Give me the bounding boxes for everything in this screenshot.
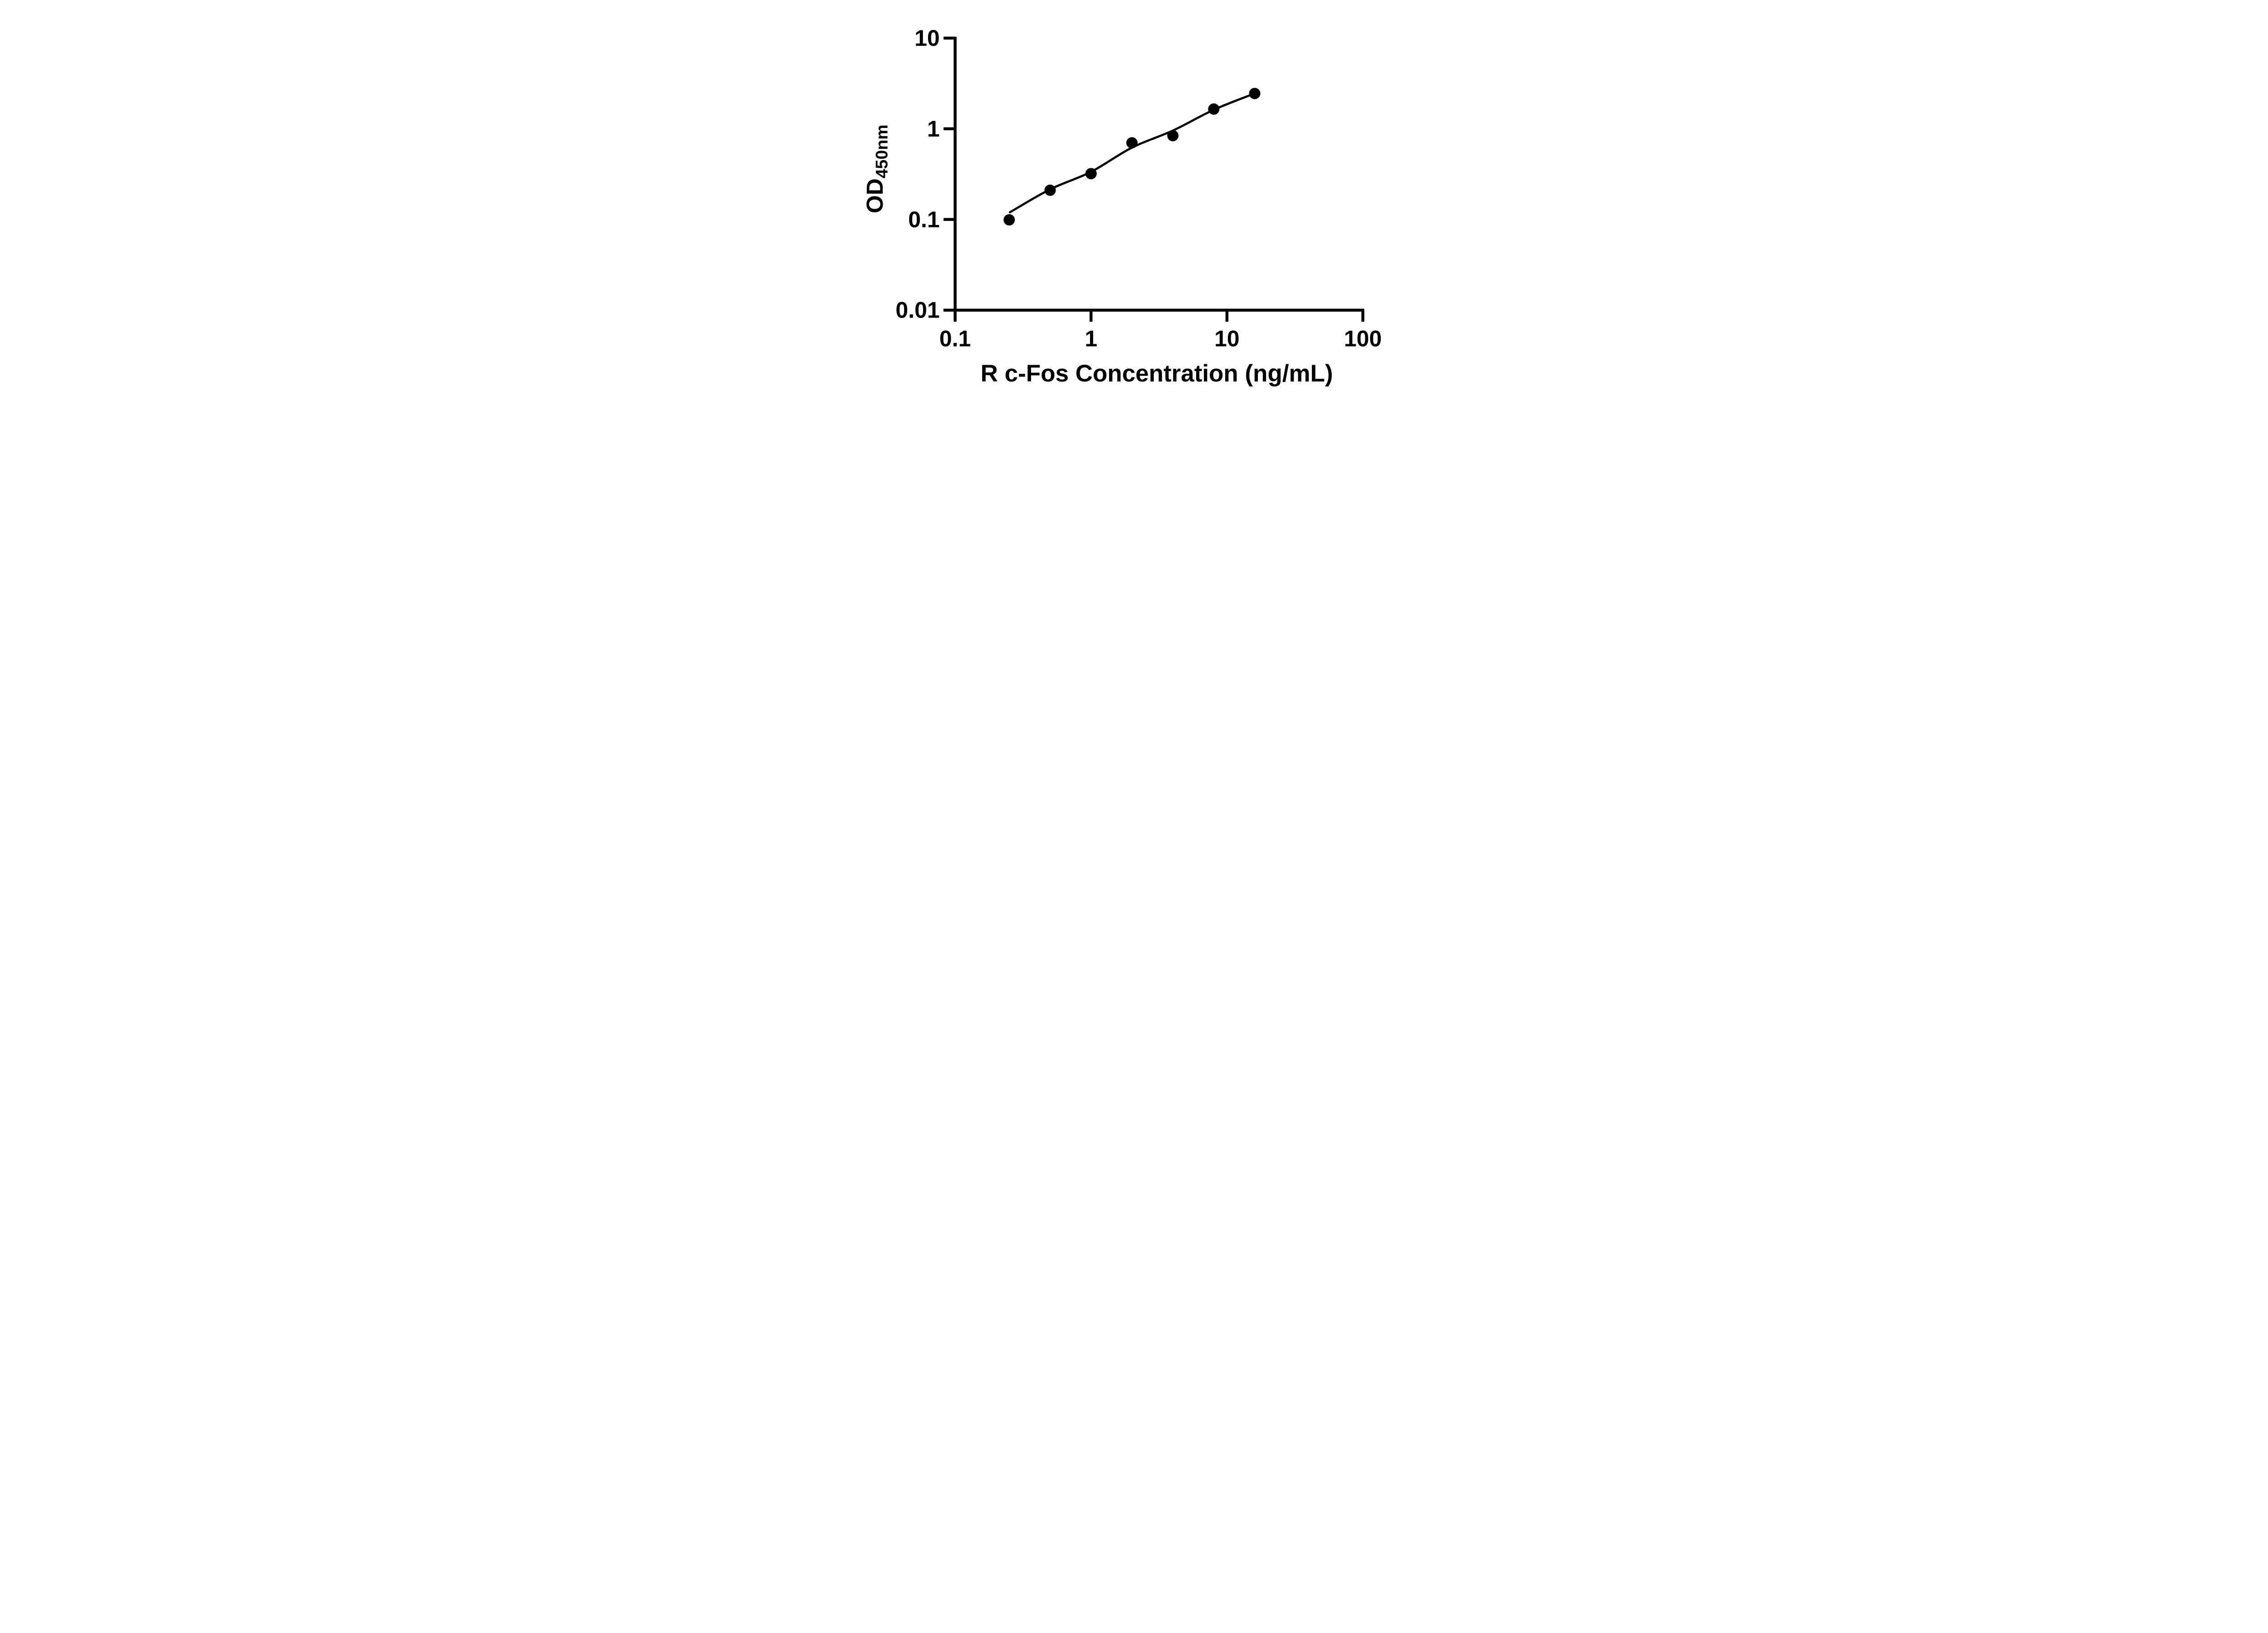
x-tick-label-10: 10 — [1214, 326, 1240, 351]
chart-background — [842, 0, 1426, 408]
data-point-1ngml — [1085, 168, 1097, 180]
x-axis-title: R c-Fos Concentration (ng/mL) — [980, 360, 1333, 387]
x-tick-label-0.1: 0.1 — [939, 326, 970, 351]
data-point-4ngml — [1167, 130, 1178, 142]
data-point-0.5ngml — [1044, 184, 1056, 196]
y-axis-title-subscript: 450nm — [872, 125, 891, 179]
elisa-standard-curve-figure: 10 1 0.1 0.01 0.1 1 10 100 R c-Fos Concentratio… — [842, 0, 1426, 408]
y-tick-label-0.01: 0.01 — [895, 298, 939, 323]
x-tick-label-1: 1 — [1085, 326, 1097, 351]
x-tick-label-100: 100 — [1344, 326, 1381, 351]
y-tick-label-1: 1 — [927, 116, 939, 142]
data-point-8ngml — [1207, 103, 1219, 115]
y-tick-label-10: 10 — [914, 25, 940, 51]
data-point-16ngml — [1249, 88, 1261, 99]
data-point-2ngml — [1126, 137, 1138, 149]
y-tick-label-0.1: 0.1 — [908, 207, 939, 232]
data-point-0.25ngml — [1003, 214, 1015, 226]
y-axis-title: OD450nm — [861, 125, 890, 214]
y-axis-title-main: OD — [861, 178, 887, 213]
